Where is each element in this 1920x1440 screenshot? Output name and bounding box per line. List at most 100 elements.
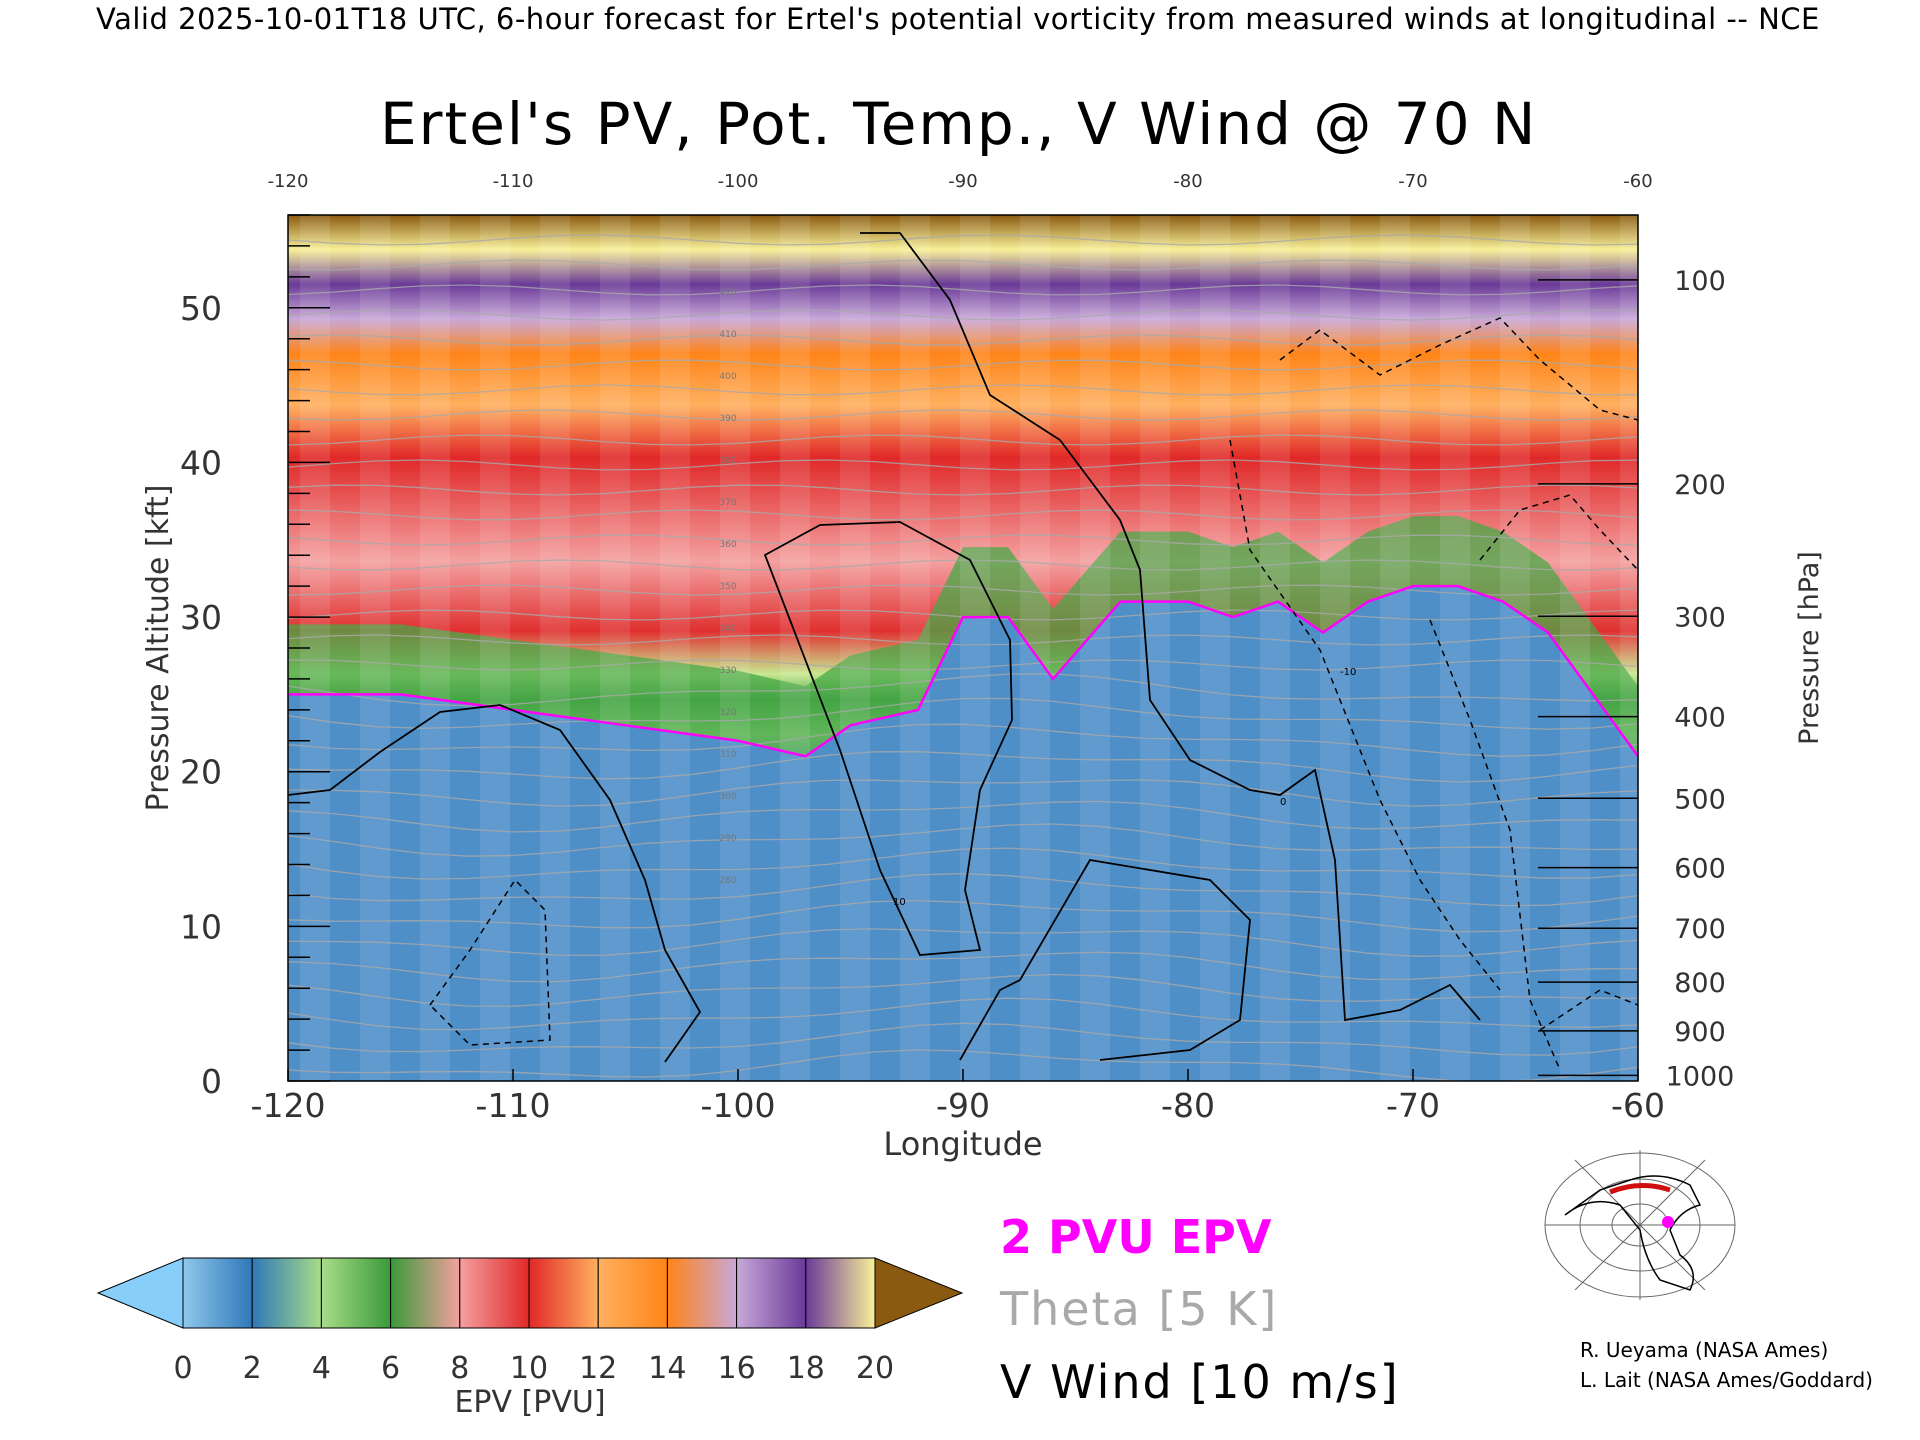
legend-theta: Theta [5 K] — [1000, 1282, 1279, 1336]
colorbar-segment — [320, 1257, 392, 1329]
colorbar-tick-label: 6 — [381, 1351, 400, 1386]
y-tick-label: 10 — [180, 907, 222, 946]
top-tick-label: -70 — [1398, 171, 1427, 192]
theta-contour — [288, 509, 1638, 521]
theta-contour-label: 290 — [719, 834, 736, 844]
theta-contour — [288, 997, 1638, 1031]
theta-contour — [288, 584, 1638, 596]
v-wind-contours: 0 10 -10 — [288, 232, 1638, 1071]
theta-contour — [288, 697, 1638, 730]
x-tick-label: -120 — [251, 1086, 326, 1125]
theta-contour-label: 320 — [719, 708, 736, 718]
pressure-tick-label: 200 — [1674, 470, 1726, 501]
map-coastline — [1564, 1175, 1702, 1291]
colorbar-under-arrow — [96, 1257, 184, 1329]
theta-contour — [288, 359, 1638, 371]
top-tick-label: -120 — [268, 171, 309, 192]
colorbar-over-arrow — [874, 1257, 964, 1329]
theta-contour-label: 300 — [719, 792, 736, 802]
top-tick-label: -60 — [1623, 171, 1652, 192]
x-tick-label: -110 — [476, 1086, 551, 1125]
y-tick-label: 20 — [180, 753, 222, 792]
theta-contour — [288, 634, 1638, 646]
x-tick-label: -90 — [936, 1086, 990, 1125]
colorbar-tick-label: 4 — [312, 1351, 331, 1386]
locator-map — [1540, 1150, 1738, 1300]
theta-contour-label: 350 — [719, 582, 736, 592]
theta-contour — [288, 872, 1638, 907]
colorbar-tick-label: 12 — [579, 1351, 617, 1386]
top-tick-label: -100 — [718, 171, 759, 192]
theta-contour — [288, 928, 1638, 957]
colorbar-tick-label: 14 — [648, 1351, 686, 1386]
v-wind-contour-label: -10 — [1340, 667, 1356, 678]
pressure-axis-label: Pressure [hPa] — [1794, 551, 1825, 745]
theta-contour — [288, 409, 1638, 421]
theta-contour — [288, 951, 1638, 983]
theta-contour — [288, 1022, 1638, 1056]
colorbar-segment — [459, 1257, 530, 1329]
y-axis-label: Pressure Altitude [kft] — [141, 485, 176, 812]
theta-contour — [288, 559, 1638, 571]
v-wind-contour-dashed — [1539, 989, 1638, 1031]
x-axis-label: Longitude — [883, 1125, 1042, 1163]
theta-contour — [288, 309, 1638, 321]
theta-contour — [288, 334, 1638, 346]
theta-contour-label: 360 — [719, 540, 736, 550]
theta-contour — [288, 973, 1638, 1007]
epv-colorbar: 0 2 4 6 8 10 12 14 16 18 20 — [96, 1257, 964, 1386]
theta-contour-label: 420 — [719, 288, 736, 298]
theta-contour-label: 400 — [719, 372, 736, 382]
v-wind-contour-dashed — [1229, 439, 1501, 991]
valid-time-header: Valid 2025-10-01T18 UTC, 6-hour forecast… — [96, 2, 1820, 36]
pressure-tick-label: 600 — [1674, 854, 1726, 885]
map-location-marker — [1662, 1216, 1674, 1228]
legend-epv: 2 PVU EPV — [1000, 1210, 1272, 1264]
colorbar-tick-label: 2 — [243, 1351, 262, 1386]
theta-contour — [288, 779, 1638, 807]
pressure-tick-label: 500 — [1674, 784, 1726, 815]
theta-contour — [288, 434, 1638, 446]
x-tick-label: -60 — [1611, 1086, 1665, 1125]
colorbar-segment — [528, 1257, 599, 1329]
v-wind-contour — [288, 704, 702, 1063]
v-wind-contour-dashed — [1429, 619, 1561, 1071]
top-tick-label: -90 — [948, 171, 977, 192]
theta-contour — [288, 847, 1638, 880]
theta-contour-label: 410 — [719, 330, 736, 340]
x-tick-label: -80 — [1161, 1086, 1215, 1125]
pressure-tick-label: 400 — [1674, 703, 1726, 734]
x-axis-ticks: -120 -110 -100 -90 -80 -70 -60 — [251, 1069, 1665, 1125]
plot-area: 420 410 400 390 380 370 360 350 340 330 320 310 300 2… — [288, 215, 1638, 1081]
y-tick-label: 40 — [180, 443, 222, 482]
theta-contour — [288, 259, 1638, 271]
theta-contour — [288, 484, 1638, 496]
top-tick-label: -80 — [1173, 171, 1202, 192]
y-tick-label: 50 — [180, 289, 222, 328]
colorbar-tick-label: 0 — [173, 1351, 192, 1386]
v-wind-contour-dashed — [1279, 317, 1638, 421]
theta-contour-label: 330 — [719, 666, 736, 676]
colorbar-segment — [597, 1257, 668, 1329]
x-tick-label: -70 — [1386, 1086, 1440, 1125]
x-tick-label: -100 — [701, 1086, 776, 1125]
colorbar-segment — [805, 1257, 876, 1329]
colorbar-tick-label: 20 — [856, 1351, 894, 1386]
v-wind-contour — [959, 859, 1251, 1061]
pressure-tick-label: 1000 — [1666, 1061, 1735, 1092]
theta-contour — [288, 751, 1638, 783]
colorbar-segment — [666, 1257, 738, 1329]
credit-line: R. Ueyama (NASA Ames) — [1580, 1338, 1829, 1362]
epv-texture — [288, 215, 1638, 1081]
top-axis-ticks: -120 -110 -100 -90 -80 -70 -60 — [268, 171, 1653, 192]
theta-contour — [288, 234, 1638, 246]
theta-contour — [288, 899, 1638, 933]
theta-contour — [288, 659, 1638, 671]
colorbar-label: EPV [PVU] — [454, 1385, 605, 1420]
theta-contour — [288, 459, 1638, 471]
theta-contour-label: 370 — [719, 498, 736, 508]
theta-contour — [288, 534, 1638, 546]
theta-contour — [288, 723, 1638, 757]
v-wind-contour-label: 10 — [893, 897, 906, 908]
v-wind-contour-dashed — [1479, 494, 1638, 571]
